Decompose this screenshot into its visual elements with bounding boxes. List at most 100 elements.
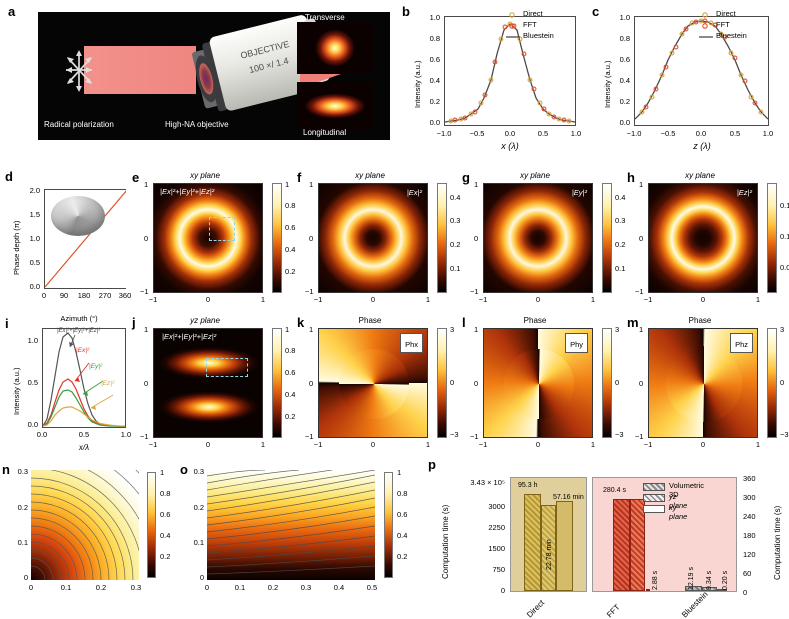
panel-o-image bbox=[207, 470, 375, 580]
panel-o: o 0.3 0.2 0.1 0 bbox=[178, 462, 398, 616]
panel-l-colorbar bbox=[602, 328, 612, 438]
panel-o-colorbar bbox=[384, 472, 393, 578]
panel-k-title: Phase bbox=[358, 316, 382, 325]
panel-m-overlay-label: Phz bbox=[735, 340, 748, 349]
panel-o-contour bbox=[207, 470, 375, 580]
panel-a-transverse-caption: Transverse bbox=[305, 13, 345, 22]
panel-k-cbar-tick-1: 0 bbox=[450, 378, 455, 387]
panel-d: d Phase depth (π) 2.0 1.5 1.0 0.5 0.0 0 … bbox=[0, 165, 131, 315]
panel-j-lobe-upper bbox=[159, 347, 259, 379]
panel-f-cbar-tick-2: 0.2 bbox=[450, 240, 461, 249]
panel-n-cbar-tick-3: 0.4 bbox=[160, 531, 171, 540]
panel-b-xtick-3: 0.5 bbox=[537, 129, 549, 138]
panel-e: e xy plane 1 0 −1 |Ex|²+|Ey|²+|Ez|² −1 0… bbox=[130, 165, 295, 315]
panel-o-cbar-tick-0: 1 bbox=[397, 468, 402, 477]
panel-g-xtick-1: 0 bbox=[535, 295, 541, 304]
panel-j-image: |Ex|²+|Ey|²+|Ez|² bbox=[153, 328, 263, 438]
panel-d-label: d bbox=[5, 169, 13, 184]
panel-e-xtick-1: 0 bbox=[205, 295, 211, 304]
panel-e-ytick-1: 0 bbox=[144, 234, 149, 243]
panel-g-title: xy plane bbox=[520, 171, 550, 180]
panel-f-ytick-1: 0 bbox=[309, 234, 314, 243]
panel-f-ytick-2: −1 bbox=[305, 287, 314, 296]
phase-plate-inset bbox=[51, 196, 105, 236]
panel-i-label: i bbox=[5, 316, 9, 331]
panel-e-xtick-2: 1 bbox=[260, 295, 266, 304]
panel-i-xtick-2: 1.0 bbox=[120, 430, 132, 439]
panel-c: c Intensity (a.u.) 1.0 0.8 0.6 0.4 0.2 0… bbox=[590, 0, 789, 160]
panel-c-ytick-2: 0.4 bbox=[619, 76, 630, 85]
panel-e-ytick-2: −1 bbox=[140, 287, 149, 296]
panel-p-left-ytick-4: 0 bbox=[500, 586, 505, 595]
panel-b-ytick-0: 0.0 bbox=[429, 118, 440, 127]
panel-k-badge: Phx bbox=[400, 333, 423, 353]
panel-k-cbar-tick-2: −3 bbox=[450, 430, 459, 439]
panel-d-xtick-0: 0 bbox=[41, 291, 47, 300]
panel-p-bar-bluestein-volumetric bbox=[685, 586, 702, 591]
panel-d-xtick-1: 90 bbox=[59, 291, 69, 300]
panel-n-cbar-tick-2: 0.6 bbox=[160, 510, 171, 519]
panel-c-legend-fft: FFT bbox=[716, 20, 730, 29]
panel-j-ytick-2: −1 bbox=[140, 432, 149, 441]
panel-a-center-caption: High-NA objective bbox=[165, 120, 229, 129]
panel-m-title: Phase bbox=[688, 316, 712, 325]
panel-f-label: f bbox=[297, 170, 302, 185]
panel-m-xtick-2: 1 bbox=[755, 440, 761, 449]
panel-c-xtick-1: −0.5 bbox=[660, 129, 676, 138]
panel-k-inner-ring bbox=[339, 349, 409, 419]
panel-f-colorbar bbox=[437, 183, 447, 293]
panel-p-label-direct-xy: 57.16 min bbox=[553, 494, 584, 501]
panel-p-legend-swatch-xy bbox=[643, 505, 665, 513]
panel-h-xtick-0: −1 bbox=[643, 295, 653, 304]
panel-h-cbar-tick-2: 0.05 bbox=[780, 263, 789, 272]
panel-p-right-ytick-1: 300 bbox=[743, 493, 756, 502]
panel-e-cbar-tick-0: 1 bbox=[285, 180, 290, 189]
panel-c-legend-direct: Direct bbox=[716, 9, 736, 18]
panel-a-longitudinal-caption: Longitudinal bbox=[303, 128, 347, 137]
panel-d-ytick-2: 1.0 bbox=[29, 234, 40, 243]
panel-h-cbar-tick-1: 0.1 bbox=[780, 232, 789, 241]
panel-f-cbar-tick-1: 0.3 bbox=[450, 216, 461, 225]
panel-e-image: |Ex|²+|Ey|²+|Ez|² bbox=[153, 183, 263, 293]
panel-i-curve-label-ey: |Ey|² bbox=[89, 363, 103, 370]
panel-g-label: g bbox=[462, 170, 470, 185]
panel-h-ytick-0: 1 bbox=[639, 180, 644, 189]
panel-j-xtick-1: 0 bbox=[205, 440, 211, 449]
panel-j-lobe-lower bbox=[159, 391, 259, 423]
panel-k-xtick-2: 1 bbox=[425, 440, 431, 449]
panel-b-ytick-3: 0.6 bbox=[429, 55, 440, 64]
panel-g-xtick-0: −1 bbox=[478, 295, 488, 304]
panel-h-xtick-1: 0 bbox=[700, 295, 706, 304]
panel-p-top-left-tick: 3.43 × 10⁵ bbox=[470, 478, 505, 487]
panel-f-title: xy plane bbox=[355, 171, 385, 180]
panel-l-title: Phase bbox=[523, 316, 547, 325]
panel-c-curve bbox=[635, 18, 768, 120]
panel-o-cbar-tick-4: 0.2 bbox=[397, 552, 408, 561]
panel-h-title: xy plane bbox=[685, 171, 715, 180]
panel-f: f xy plane 1 0 −1 |Ex|² −1 0 1 0.4 0.3 0… bbox=[295, 165, 460, 315]
panel-b: b Intensity (a.u.) 1.0 0.8 0.6 0.4 0.2 0… bbox=[400, 0, 590, 160]
panel-i-ytick-1: 0.5 bbox=[27, 378, 38, 387]
panel-b-ytick-4: 0.8 bbox=[429, 34, 440, 43]
panel-p-label-fft-volumetric: 280.4 s bbox=[603, 487, 626, 494]
panel-c-ytick-1: 0.2 bbox=[619, 97, 630, 106]
panel-p-bar-fft-volumetric bbox=[613, 499, 630, 591]
panel-i-top-label: Azimuth (°) bbox=[60, 314, 98, 323]
panel-b-ytick-5: 1.0 bbox=[429, 13, 440, 22]
panel-e-cbar-tick-3: 0.4 bbox=[285, 245, 296, 254]
panel-m-label: m bbox=[627, 315, 639, 330]
panel-o-cbar-tick-2: 0.6 bbox=[397, 510, 408, 519]
panel-b-xtick-0: −1.0 bbox=[436, 129, 452, 138]
panel-l-ytick-1: 0 bbox=[474, 379, 479, 388]
panel-i-xtick-0: 0.0 bbox=[36, 430, 48, 439]
panel-m: m Phase 1 0 −1 Phz −1 0 1 3 0 −3 bbox=[625, 310, 789, 465]
panel-n-label: n bbox=[2, 462, 10, 477]
panel-f-xtick-2: 1 bbox=[425, 295, 431, 304]
panel-f-ytick-0: 1 bbox=[309, 180, 314, 189]
panel-m-colorbar bbox=[767, 328, 777, 438]
panel-k-cbar-tick-0: 3 bbox=[450, 325, 455, 334]
panel-m-xtick-1: 0 bbox=[700, 440, 706, 449]
panel-h-xtick-2: 1 bbox=[755, 295, 761, 304]
panel-l-xtick-2: 1 bbox=[590, 440, 596, 449]
panel-a-left-caption: Radical polarization bbox=[44, 120, 114, 129]
